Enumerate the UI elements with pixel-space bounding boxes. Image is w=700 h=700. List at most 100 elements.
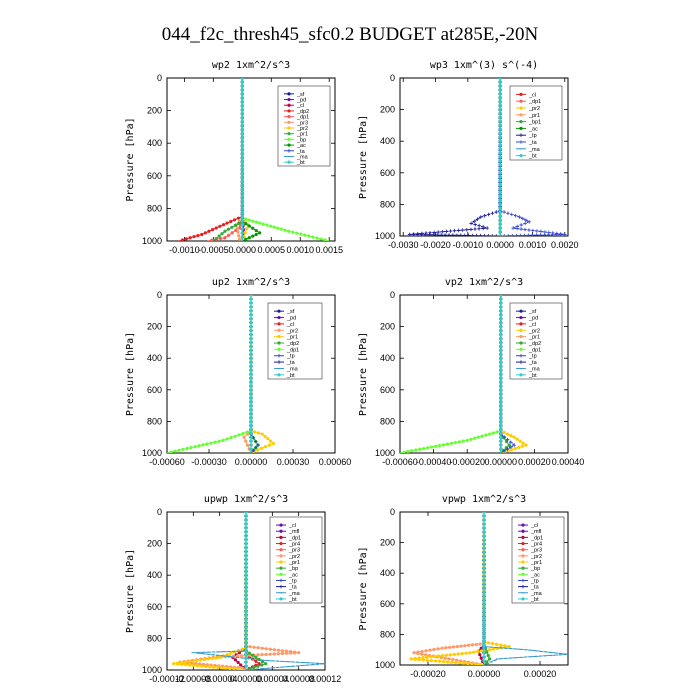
legend-marker — [519, 133, 523, 137]
series-marker — [482, 590, 486, 595]
legend-box — [509, 85, 563, 161]
series-marker — [494, 210, 499, 214]
series-marker — [240, 104, 244, 108]
x-tick-label: -0.0030 — [388, 240, 419, 250]
series-marker — [498, 115, 502, 120]
series-marker — [469, 227, 473, 232]
series-marker — [521, 441, 525, 445]
series-marker — [244, 222, 248, 226]
series-marker — [505, 447, 510, 451]
legend-label: _pr2 — [530, 554, 542, 560]
series-marker — [249, 301, 253, 305]
series-marker — [201, 443, 205, 447]
series-marker — [237, 221, 241, 225]
series-marker — [232, 667, 236, 670]
series-marker — [444, 646, 448, 650]
legend-marker — [519, 126, 523, 130]
y-tick-label: 800 — [380, 199, 395, 209]
y-axis-label: Pressure [hPa] — [358, 546, 369, 630]
series-marker — [244, 609, 248, 613]
series-marker — [491, 431, 495, 435]
series-marker — [498, 108, 502, 112]
series-marker — [416, 651, 420, 656]
series-marker — [498, 151, 502, 155]
legend-marker — [521, 535, 525, 539]
chart-panel-3: up2 1xm^2/s^3 0 200 400 600 800 1000-0.00060 -0… — [125, 277, 351, 467]
series-marker — [244, 534, 248, 538]
series-marker — [268, 647, 272, 651]
series-marker — [240, 120, 244, 124]
series-marker — [474, 233, 479, 236]
series-line-pr1 — [212, 78, 243, 241]
legend-label: _tp — [530, 578, 539, 584]
series-marker — [524, 443, 528, 447]
legend-marker — [279, 529, 283, 533]
series-marker — [251, 226, 255, 230]
series-marker — [517, 215, 522, 219]
series-marker — [527, 228, 531, 232]
series-marker — [447, 233, 451, 236]
series-marker — [260, 432, 264, 436]
series-marker — [245, 227, 249, 231]
series-line-dp2 — [178, 78, 243, 241]
series-marker — [424, 653, 428, 657]
legend-label: _cl — [528, 322, 536, 328]
figure-title: 044_f2c_thresh45_sfc0.2 BUDGET at285E,-2… — [162, 24, 539, 45]
legend-label: _cl — [288, 523, 296, 529]
series-marker — [498, 104, 502, 108]
series-marker — [427, 232, 432, 236]
series-marker — [251, 219, 255, 223]
series-marker — [441, 443, 446, 447]
chart-panel-5: upwp 1xm^2/s^302004006008001000-0.00012-… — [125, 494, 341, 684]
legend-marker — [521, 597, 525, 601]
series-marker — [196, 664, 200, 668]
series-marker — [510, 233, 515, 236]
series-marker — [260, 446, 264, 450]
legend-label: _pr1 — [296, 132, 308, 138]
series-marker — [424, 231, 428, 235]
series-marker — [482, 611, 486, 615]
series-marker — [249, 340, 253, 344]
series-marker — [425, 655, 429, 659]
y-tick-label: 400 — [380, 353, 395, 363]
y-axis-label: Pressure [hPa] — [125, 117, 136, 201]
series-line-pr2 — [413, 512, 485, 665]
series-marker — [473, 222, 477, 227]
series-marker — [216, 665, 220, 670]
x-tick-label: 0.0000 — [229, 245, 257, 255]
series-marker — [249, 364, 253, 368]
series-marker — [430, 445, 434, 449]
legend-marker — [279, 535, 283, 539]
series-marker — [244, 542, 248, 546]
series-marker — [490, 211, 495, 216]
series-marker — [451, 233, 455, 236]
series-marker — [467, 643, 471, 647]
series-marker — [478, 642, 482, 646]
series-marker — [482, 655, 486, 659]
series-marker — [249, 404, 253, 408]
x-tick-label: 0.00008 — [282, 674, 315, 684]
series-marker — [499, 392, 503, 396]
series-marker — [192, 663, 196, 668]
legend-marker — [277, 341, 281, 345]
series-marker — [498, 96, 502, 100]
series-marker — [244, 628, 248, 633]
series-marker — [198, 658, 203, 662]
series-marker — [424, 649, 428, 653]
series-marker — [258, 231, 262, 235]
series-marker — [499, 344, 503, 348]
series-marker — [459, 233, 463, 236]
series-marker — [539, 229, 543, 234]
series-marker — [247, 236, 251, 240]
y-tick-label: 1000 — [375, 660, 395, 670]
series-line-pr1 — [173, 512, 247, 670]
legend-label: _cl — [286, 322, 294, 328]
legend-label: _dp1 — [296, 115, 309, 121]
series-marker — [244, 557, 248, 562]
series-marker — [188, 663, 192, 667]
series-marker — [249, 388, 253, 392]
series-marker — [498, 111, 502, 116]
y-tick-label: 800 — [147, 416, 162, 426]
series-marker — [261, 222, 265, 226]
series-marker — [499, 407, 503, 412]
